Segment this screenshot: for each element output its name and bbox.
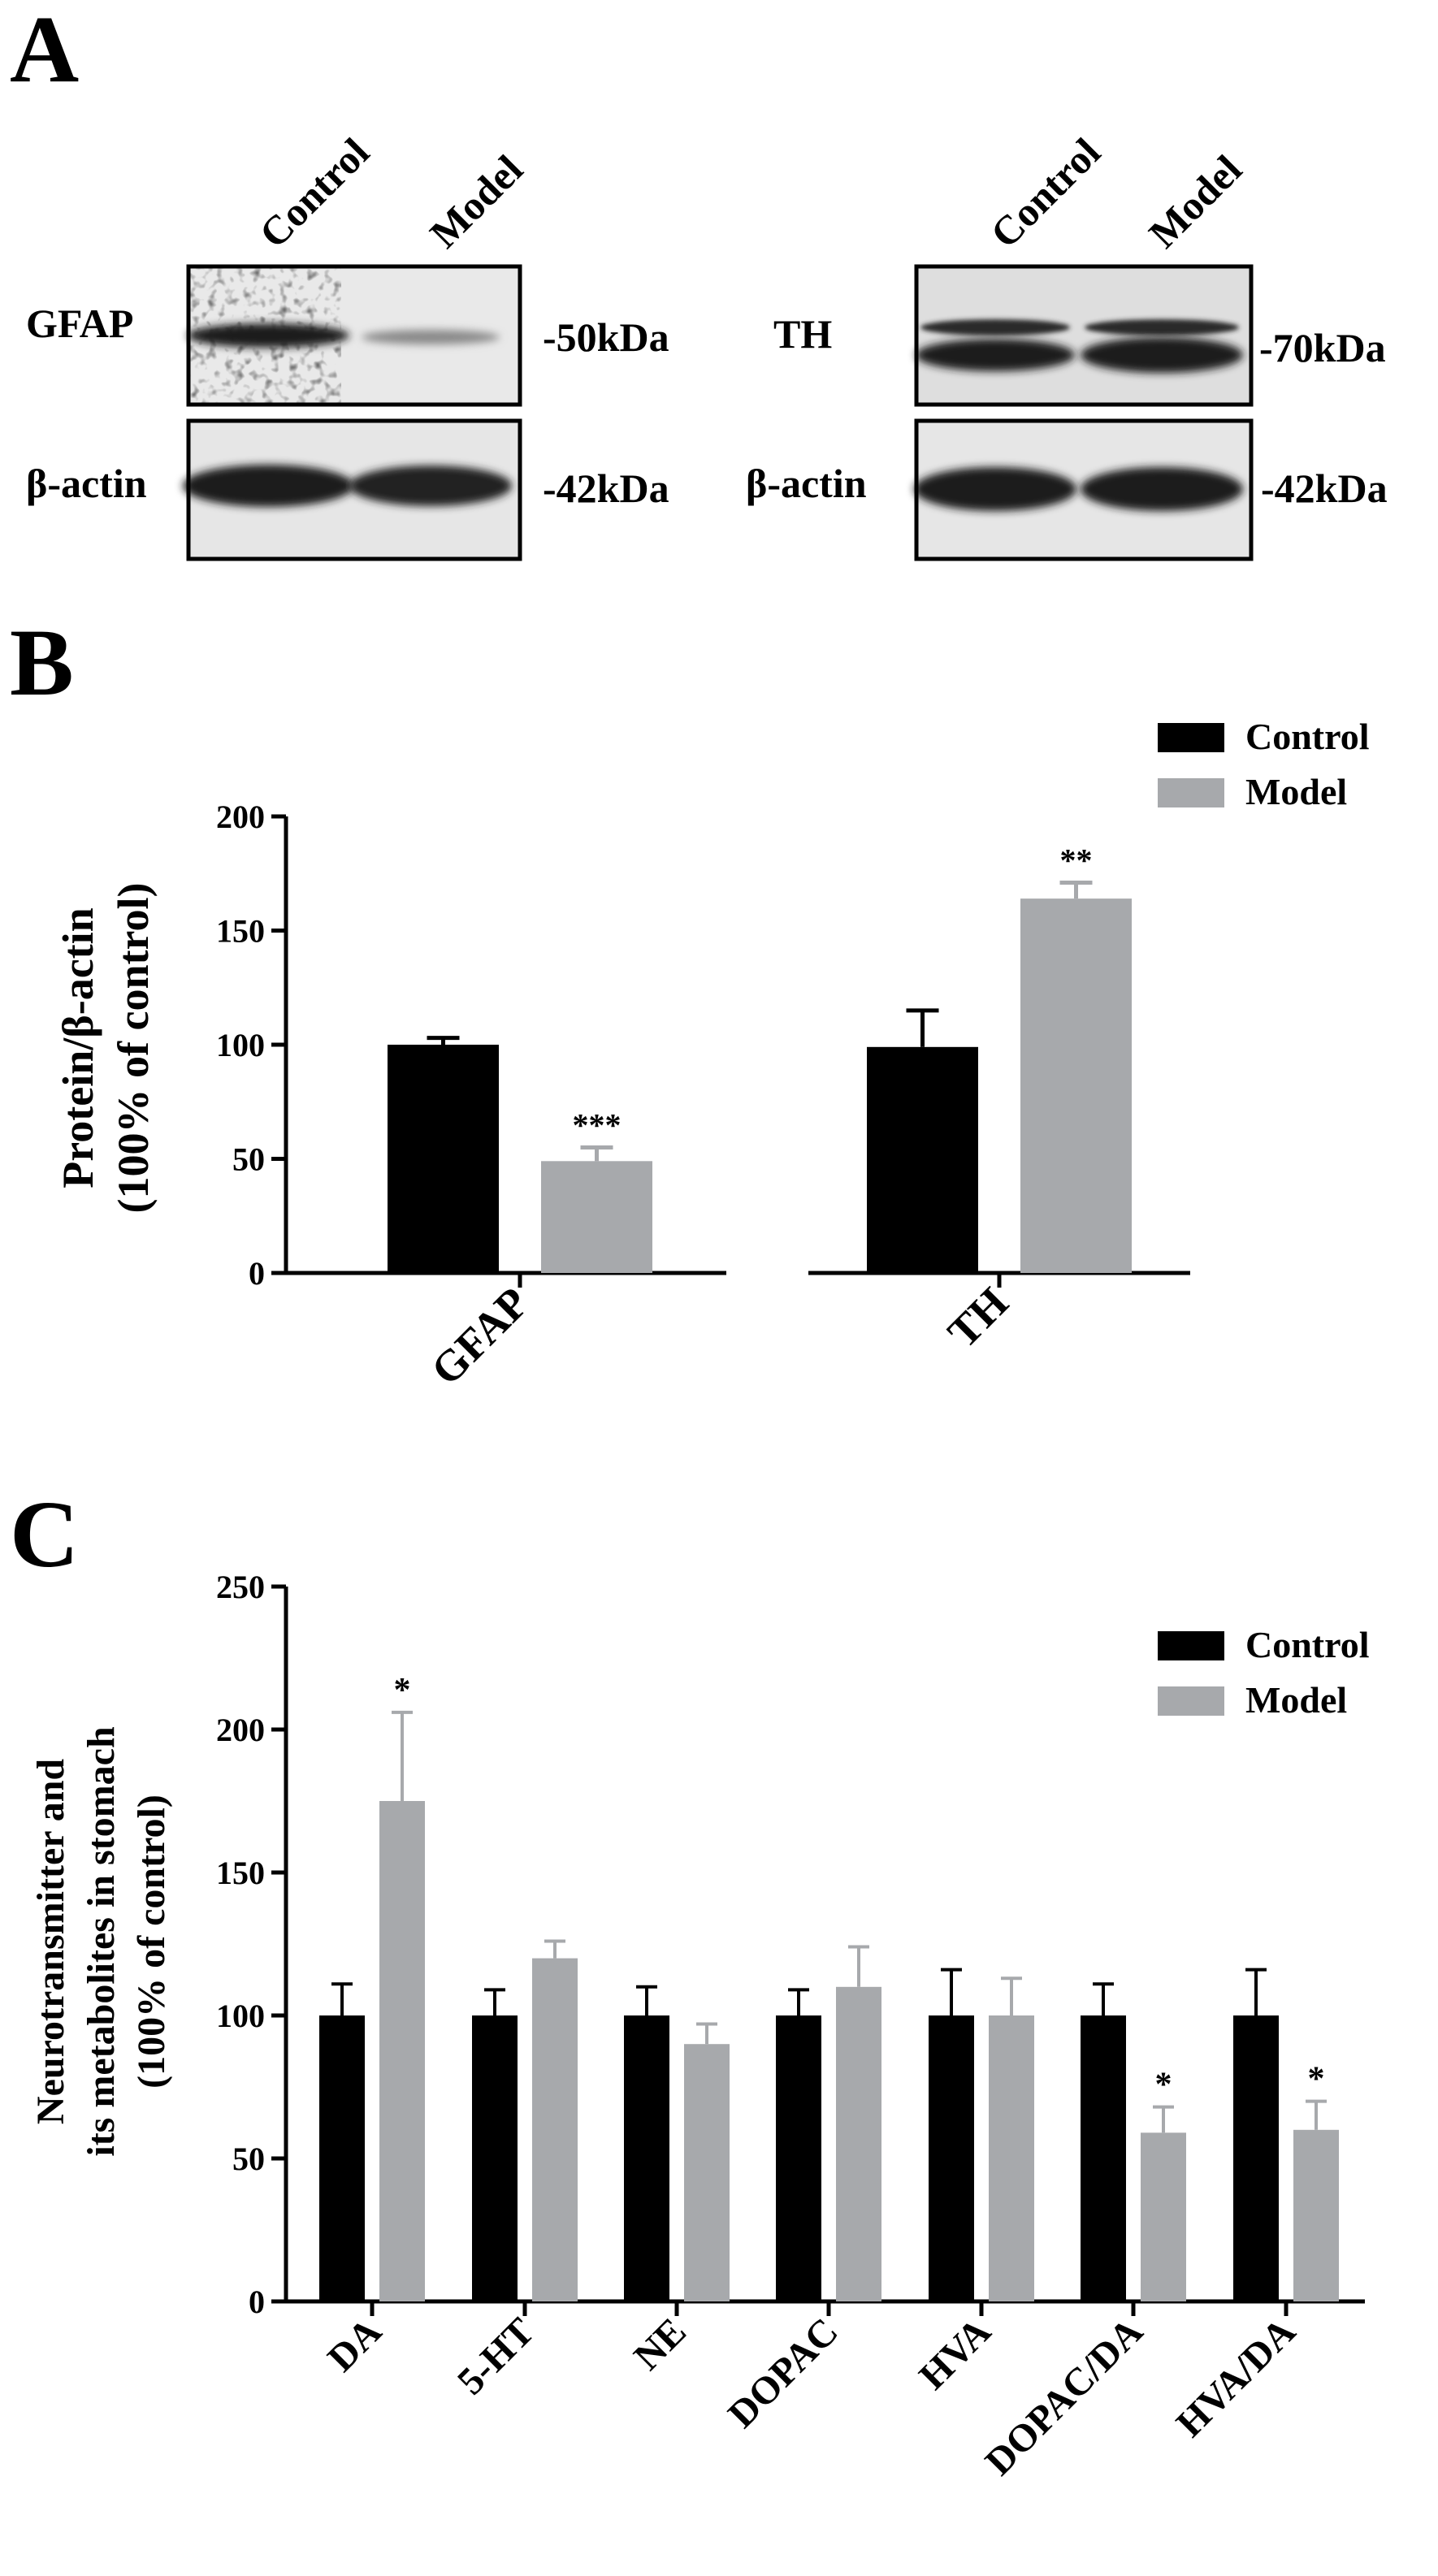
actin-band-model-right: [1081, 467, 1243, 511]
panel-label-a: A: [10, 0, 79, 102]
bar-control-5-ht: [472, 2015, 518, 2301]
panel-label-c: C: [10, 1481, 79, 1587]
x-tick-label: NE: [626, 2310, 695, 2379]
actin-size-left: -42kDa: [543, 465, 669, 511]
legend-swatch-model: [1158, 778, 1224, 807]
bar-model-th: [1020, 898, 1132, 1273]
th-blot: [914, 264, 1254, 407]
significance-marker: *: [394, 1672, 411, 1709]
bar-control-ne: [624, 2015, 669, 2301]
y-tick-label: 100: [216, 1998, 265, 2034]
y-tick-label: 100: [216, 1027, 265, 1063]
gfap-band-model: [362, 330, 500, 344]
x-tick-label: 5-HT: [449, 2310, 543, 2403]
actin-label-left: β-actin: [26, 461, 147, 506]
actin-band-control-right: [914, 467, 1076, 511]
western-blot-panel: Control Model Control Model GFAP -50kDa …: [26, 129, 1388, 561]
bar-control-da: [319, 2015, 365, 2301]
y-axis-label: Protein/β-actin: [54, 907, 102, 1188]
lane-label-model-left: Model: [421, 146, 531, 257]
bar-model-5-ht: [532, 1958, 578, 2301]
actin-blot-right: [914, 418, 1254, 561]
lane-label-control-right: Control: [981, 129, 1109, 257]
y-tick-label: 200: [216, 1712, 265, 1748]
actin-blot-left: [183, 418, 522, 561]
bar-control-hva: [929, 2015, 974, 2301]
bar-model-ne: [684, 2044, 730, 2301]
y-axis-label: Neurotransmitter and: [29, 1759, 72, 2124]
legend-label-model: Model: [1245, 771, 1347, 812]
actin-label-right: β-actin: [746, 461, 867, 506]
x-tick-label: DOPAC: [720, 2310, 847, 2436]
th-size: -70kDa: [1259, 325, 1386, 370]
legend-swatch-control: [1158, 1631, 1224, 1660]
bar-control-dopac-da: [1081, 2015, 1126, 2301]
x-tick-label: DA: [319, 2310, 390, 2380]
bar-model-gfap: [541, 1161, 652, 1273]
th-label: TH: [773, 311, 832, 357]
bar-control-hva-da: [1233, 2015, 1279, 2301]
bar-control-gfap: [388, 1045, 499, 1273]
bar-control-th: [867, 1046, 978, 1273]
gfap-band-control: [187, 323, 349, 348]
y-axis-label: (100% of control): [130, 1795, 173, 2089]
legend-label-model: Model: [1245, 1679, 1347, 1721]
panel-label-b: B: [10, 609, 74, 716]
legend-swatch-model: [1158, 1686, 1224, 1716]
th-band-control-lower: [916, 339, 1075, 371]
y-tick-label: 0: [249, 1255, 265, 1292]
actin-band-control-left: [183, 465, 353, 507]
bar-model-hva-da: [1293, 2129, 1339, 2301]
actin-band-model-left: [349, 465, 512, 506]
actin-size-right: -42kDa: [1261, 465, 1388, 511]
lane-label-control-left: Control: [250, 129, 378, 257]
lane-label-model-right: Model: [1140, 146, 1250, 257]
y-tick-label: 0: [249, 2284, 265, 2320]
th-band-control-upper: [920, 319, 1070, 336]
chart-c: 0 50 100 150 200 250 Neurotransmitter and its m…: [29, 1569, 1370, 2483]
bar-control-dopac: [776, 2015, 821, 2301]
bar-model-da: [379, 1801, 425, 2301]
gfap-label: GFAP: [26, 301, 133, 346]
x-tick-label: HVA/DA: [1168, 2310, 1304, 2445]
chart-b: 0 50 100 150 200 Protein/β-actin (100% of cont…: [54, 716, 1370, 1395]
th-band-model-upper: [1085, 319, 1239, 336]
y-axis-label: its metabolites in stomach: [80, 1726, 123, 2156]
legend-label-control: Control: [1245, 1624, 1370, 1665]
bar-model-dopac-da: [1141, 2132, 1186, 2301]
y-tick-label: 200: [216, 799, 265, 835]
significance-marker: **: [1060, 842, 1093, 878]
y-tick-label: 150: [216, 913, 265, 950]
gfap-size: -50kDa: [543, 314, 669, 360]
y-tick-label: 250: [216, 1569, 265, 1605]
bar-model-dopac: [836, 1986, 881, 2301]
y-tick-label: 150: [216, 1855, 265, 1891]
legend-swatch-control: [1158, 723, 1224, 752]
x-tick-label: HVA: [911, 2310, 999, 2398]
legend-label-control: Control: [1245, 716, 1370, 757]
significance-marker: *: [1155, 2067, 1172, 2104]
bar-model-hva: [989, 2015, 1034, 2301]
significance-marker: *: [1308, 2061, 1325, 2098]
y-tick-label: 50: [232, 2141, 265, 2177]
y-tick-label: 50: [232, 1141, 265, 1178]
x-tick-label: GFAP: [422, 1278, 539, 1395]
x-tick-label: DOPAC/DA: [977, 2310, 1151, 2483]
th-band-model-lower: [1081, 337, 1243, 373]
significance-marker: ***: [573, 1106, 622, 1143]
y-axis-label: (100% of control): [109, 883, 158, 1214]
x-tick-label: TH: [938, 1278, 1018, 1357]
gfap-blot: [186, 264, 522, 407]
